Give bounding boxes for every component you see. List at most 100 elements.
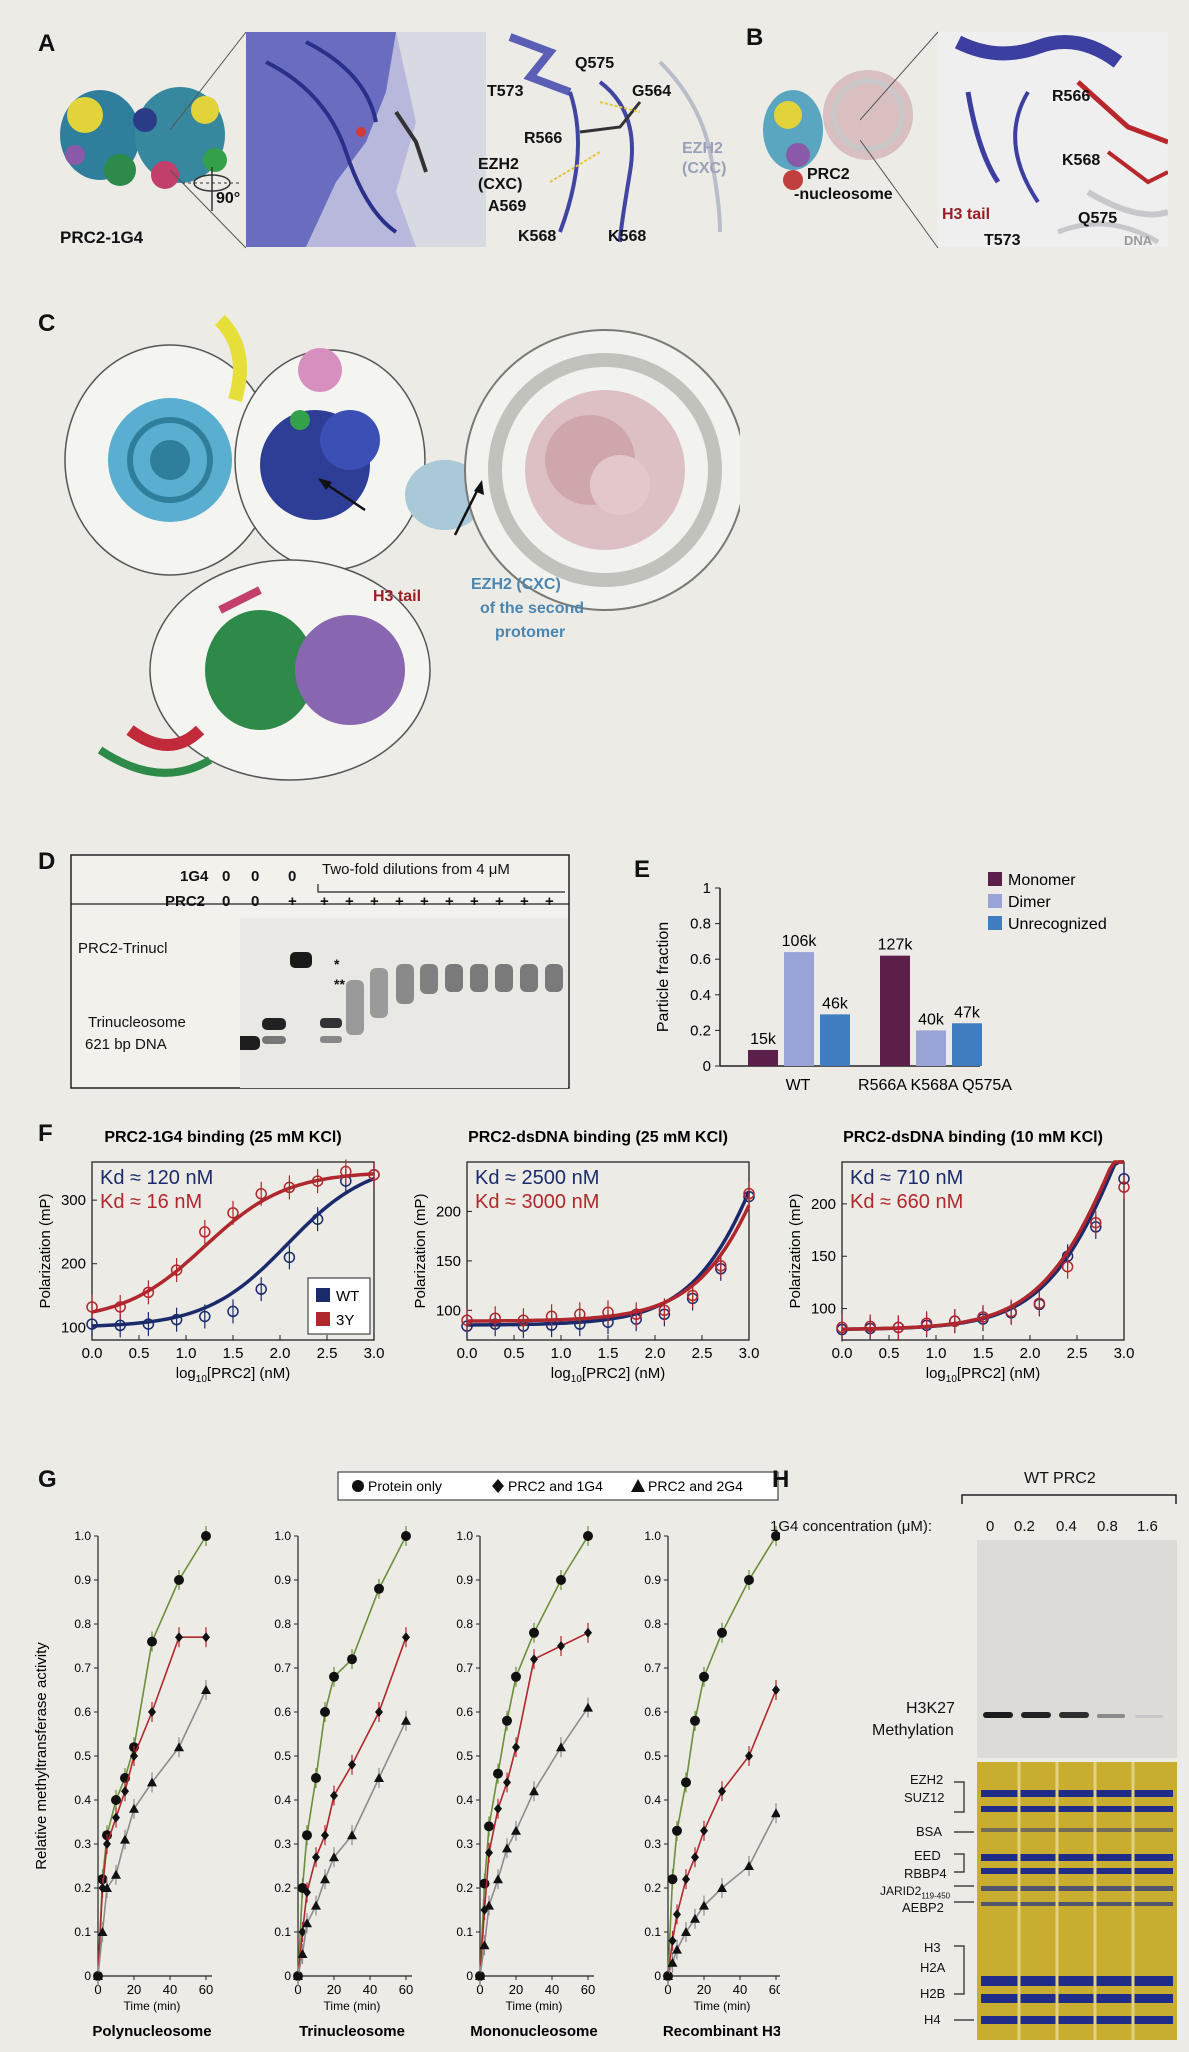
h-western-bands bbox=[983, 1712, 1163, 1718]
f2-x-tick-label: 2.5 bbox=[692, 1345, 713, 1362]
residue-r566: R566 bbox=[524, 130, 563, 147]
panel-a-zoom-density bbox=[246, 32, 486, 247]
g-legend-marker bbox=[492, 1479, 504, 1493]
g-data-point bbox=[493, 1874, 503, 1884]
e-bar-label: 15k bbox=[750, 1031, 777, 1048]
panel-c-label: C bbox=[38, 310, 56, 337]
f2-y-tick-label: 200 bbox=[436, 1203, 461, 1220]
panel-c-ezh2-line3: protomer bbox=[495, 624, 566, 641]
h-protein-brackets bbox=[954, 1781, 974, 2021]
g-y-tick-label: 0.3 bbox=[74, 1837, 91, 1851]
g-data-point bbox=[556, 1575, 566, 1585]
g-y-tick-label: 0.9 bbox=[274, 1573, 291, 1587]
gel-star-1: * bbox=[334, 956, 340, 972]
g-x-tick-label: 40 bbox=[363, 1982, 377, 1997]
f3-data-point bbox=[892, 1321, 905, 1334]
g-subplot-title: Polynucleosome bbox=[92, 2023, 211, 2040]
h-protein-h2a: H2A bbox=[920, 1960, 946, 1975]
g-data-point bbox=[201, 1531, 211, 1541]
g-data-point bbox=[303, 1887, 311, 1898]
f1-data-point bbox=[199, 1226, 211, 1238]
residue-t573: T573 bbox=[487, 83, 524, 100]
f2-kd-label: Kd ≈ 2500 nM bbox=[475, 1167, 599, 1189]
g-x-tick-label: 40 bbox=[163, 1982, 177, 1997]
f1-y-tick-label: 200 bbox=[61, 1256, 86, 1273]
g-data-point bbox=[771, 1808, 780, 1818]
g-x-tick-label: 0 bbox=[94, 1982, 101, 1997]
h-protein-aebp2: AEBP2 bbox=[902, 1900, 944, 1915]
residue-k568-b: K568 bbox=[608, 228, 647, 245]
f1-data-point bbox=[199, 1310, 211, 1323]
e-bar bbox=[916, 1030, 946, 1066]
f2-x-label: log10[PRC2] (nM) bbox=[551, 1365, 666, 1385]
f1-data-point bbox=[170, 1264, 183, 1276]
gel-prc2-val-6: + bbox=[370, 893, 379, 910]
g-data-point bbox=[93, 1971, 103, 1980]
g-y-tick-label: 0.2 bbox=[644, 1881, 661, 1895]
f3-data-point bbox=[920, 1317, 933, 1329]
g-data-point bbox=[120, 1834, 130, 1844]
g-data-point bbox=[174, 1742, 184, 1752]
g-y-tick-label: 0.6 bbox=[274, 1705, 291, 1719]
g-y-tick-label: 0.8 bbox=[456, 1617, 473, 1631]
g-y-tick-label: 0.2 bbox=[456, 1881, 473, 1895]
g-data-point bbox=[111, 1795, 121, 1805]
panel-a-label: A bbox=[38, 30, 56, 57]
h-protein-suz12: SUZ12 bbox=[904, 1790, 945, 1805]
g-series-line bbox=[667, 1535, 777, 1977]
f2-x-tick-label: 0.0 bbox=[457, 1345, 478, 1362]
g-y-tick-label: 1.0 bbox=[644, 1529, 661, 1543]
f2-x-tick-label: 3.0 bbox=[739, 1345, 760, 1362]
g-y-tick-label: 1.0 bbox=[74, 1529, 91, 1543]
g-x-tick-label: 0 bbox=[476, 1982, 483, 1997]
g-data-point bbox=[681, 1777, 691, 1788]
h-methyl-line1: H3K27 bbox=[906, 1700, 955, 1717]
g-data-point bbox=[667, 1874, 678, 1885]
panel-b-residue-t573: T573 bbox=[984, 232, 1021, 249]
f1-data-point bbox=[255, 1283, 267, 1295]
chart-g: Relative methyltransferase activity Prote… bbox=[33, 1471, 780, 2040]
f3-data-point bbox=[949, 1315, 961, 1327]
residue-a569: A569 bbox=[488, 198, 527, 215]
f1-x-label: log10[PRC2] (nM) bbox=[176, 1365, 291, 1385]
g-data-point bbox=[700, 1825, 708, 1836]
f2-y-tick-label: 150 bbox=[436, 1253, 461, 1270]
g-data-point bbox=[584, 1627, 592, 1638]
g-data-point bbox=[583, 1531, 593, 1541]
f3-kd-label: Kd ≈ 710 nM bbox=[850, 1167, 963, 1189]
f2-data-point bbox=[461, 1314, 473, 1326]
gel-1g4-val-3: 0 bbox=[288, 868, 297, 885]
e-y-tick-label: 0 bbox=[703, 1058, 711, 1075]
g-y-tick-label: 1.0 bbox=[274, 1529, 291, 1543]
f1-data-point bbox=[311, 1213, 324, 1225]
ezh2-light-label: EZH2 bbox=[682, 140, 723, 157]
g-x-tick-label: 40 bbox=[545, 1982, 559, 1997]
g-data-point bbox=[147, 1777, 157, 1787]
panel-a-cartoon bbox=[508, 33, 722, 243]
g-data-point bbox=[511, 1671, 521, 1682]
g-data-point bbox=[529, 1627, 539, 1638]
gel-star-2: ** bbox=[334, 976, 345, 992]
f1-data-point bbox=[114, 1301, 126, 1313]
gel-dilution-label: Two-fold dilutions from 4 μM bbox=[322, 861, 510, 878]
e-bar-label: 106k bbox=[782, 933, 818, 950]
e-y-tick-label: 0.8 bbox=[690, 916, 711, 933]
gel-prc2-val-9: + bbox=[445, 893, 454, 910]
f3-kd-label: Kd ≈ 660 nM bbox=[850, 1191, 963, 1213]
h-protein-jarid2-sub: 119-450 bbox=[921, 1891, 951, 1901]
g-y-tick-label: 0.7 bbox=[456, 1661, 473, 1675]
g-data-point bbox=[175, 1632, 183, 1643]
f3-x-tick-label: 1.5 bbox=[973, 1345, 994, 1362]
f3-data-point bbox=[1005, 1305, 1017, 1318]
g-data-point bbox=[556, 1742, 566, 1752]
g-data-point bbox=[347, 1654, 357, 1665]
f3-title: PRC2-dsDNA binding (10 mM KCl) bbox=[843, 1129, 1103, 1146]
g-data-point bbox=[699, 1900, 709, 1910]
f3-x-tick-label: 3.0 bbox=[1114, 1345, 1135, 1362]
panel-d-gel-frame bbox=[70, 854, 570, 1089]
g-y-tick-label: 0.8 bbox=[74, 1617, 91, 1631]
panel-b-residue-k568: K568 bbox=[1062, 152, 1101, 169]
g-data-point bbox=[121, 1786, 129, 1797]
f3-data-point bbox=[836, 1321, 848, 1334]
g-data-point bbox=[111, 1869, 121, 1879]
